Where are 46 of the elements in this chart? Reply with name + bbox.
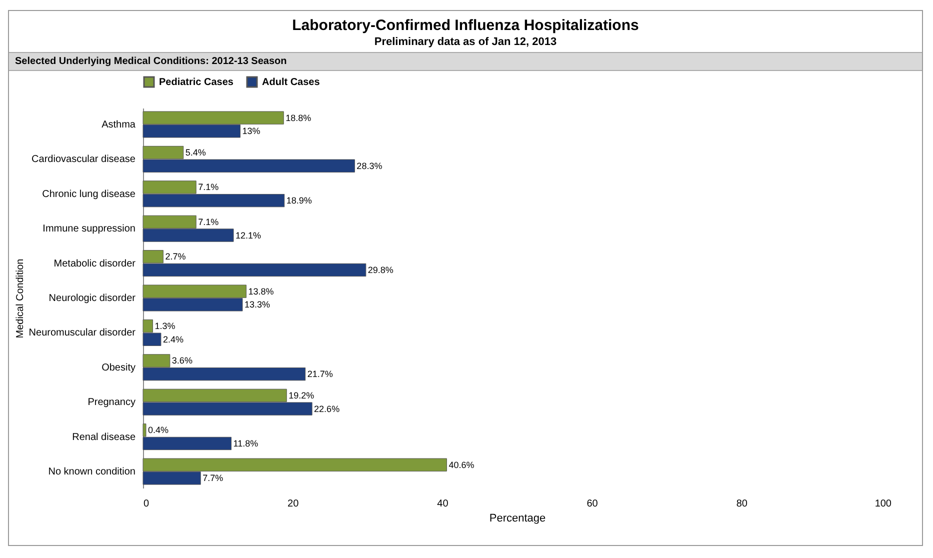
x-axis-title: Percentage (489, 512, 546, 524)
data-label: 18.8% (286, 112, 312, 123)
data-label: 13.3% (244, 300, 270, 310)
y-tick-label: Chronic lung disease (42, 188, 136, 200)
legend-label: Pediatric Cases (159, 77, 234, 88)
data-label: 21.7% (307, 369, 333, 380)
y-tick-label: Cardiovascular disease (32, 154, 136, 166)
data-label: 13.8% (248, 286, 274, 296)
y-axis-title: Medical Condition (14, 258, 26, 338)
chart-subtitle: Preliminary data as of Jan 12, 2013 (373, 36, 558, 48)
data-label: 11.8% (233, 438, 258, 448)
y-tick-label: Neurologic disorder (48, 293, 136, 304)
x-tick-label: 40 (437, 498, 449, 510)
data-label: 28.3% (356, 160, 382, 171)
data-label: 1.3% (154, 321, 176, 332)
y-tick-label: Obesity (102, 362, 136, 374)
y-tick-label: Renal disease (72, 432, 136, 443)
y-tick-label: Metabolic disorder (54, 258, 136, 270)
legend-label: Adult Cases (262, 77, 320, 88)
data-label: 19.2% (288, 390, 314, 400)
data-label: 5.4% (185, 148, 206, 158)
data-label: 18.9% (286, 196, 312, 206)
data-label: 22.6% (314, 404, 340, 414)
x-tick-label: 60 (586, 498, 598, 510)
data-label: 12.1% (236, 230, 262, 240)
y-tick-label: Pregnancy (88, 397, 136, 408)
y-tick-label: Neuromuscular disorder (28, 328, 136, 339)
data-label: 0.4% (148, 425, 169, 436)
x-tick-label: 0 (144, 498, 150, 510)
y-tick-label: Immune suppression (42, 224, 136, 235)
chart-title: Laboratory-Confirmed Influenza Hospitalizations (291, 17, 640, 34)
data-label: 13% (242, 126, 260, 136)
y-tick-label: Asthma (102, 119, 136, 130)
x-tick-label: 80 (736, 498, 748, 510)
text: Selected Underlying Medical Conditions: 2012-13 Season (9, 52, 922, 71)
x-tick-label: 100 (874, 498, 892, 510)
data-label: 7.1% (198, 216, 219, 227)
data-label: 40.6% (448, 460, 474, 470)
data-label: 2.7% (165, 252, 186, 262)
data-label: 7.1% (198, 182, 219, 192)
x-tick-label: 20 (288, 498, 300, 510)
data-label: 7.7% (202, 473, 224, 484)
y-tick-label: No known condition (48, 466, 136, 478)
data-label: 29.8% (368, 264, 394, 275)
data-label: 3.6% (172, 356, 192, 366)
data-label: 2.4% (162, 334, 184, 344)
